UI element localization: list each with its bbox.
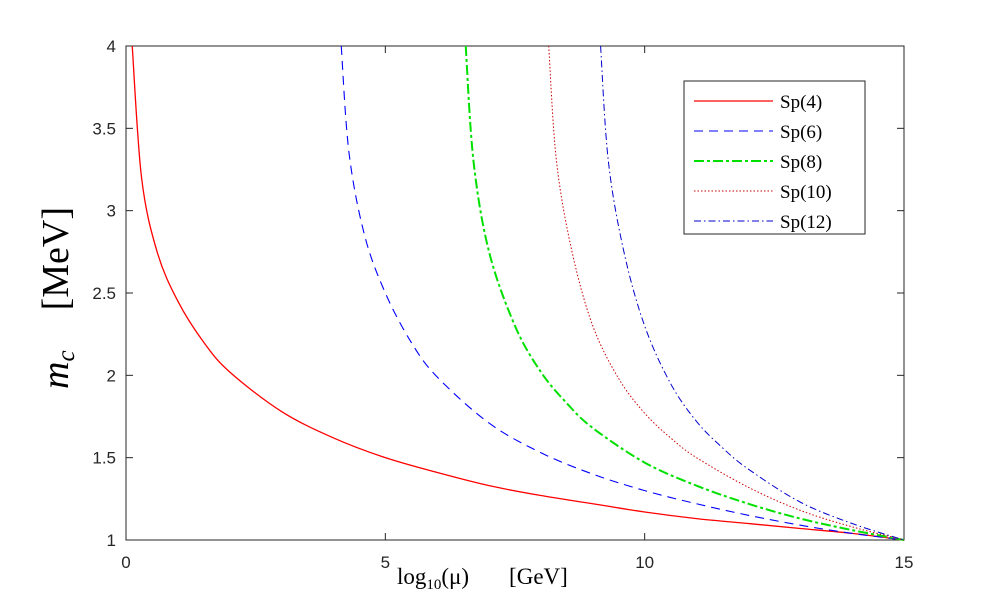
x-label-unit: [GeV] bbox=[509, 564, 568, 589]
y-tick-label: 3.5 bbox=[92, 119, 116, 138]
y-tick-label: 3 bbox=[107, 202, 116, 221]
y-tick-label: 4 bbox=[107, 37, 116, 56]
x-tick-label: 5 bbox=[381, 553, 390, 572]
y-tick-label: 2.5 bbox=[92, 284, 116, 303]
series-line-Sp(4) bbox=[131, 45, 905, 541]
series-line-Sp(10) bbox=[548, 45, 905, 541]
y-label-unit: [MeV] bbox=[35, 207, 77, 310]
series-line-Sp(6) bbox=[340, 45, 905, 541]
svg-text:mc[MeV]: mc [MeV] bbox=[35, 207, 80, 389]
legend-label: Sp(6) bbox=[780, 122, 822, 143]
legend-label: Sp(8) bbox=[780, 152, 822, 173]
series-line-Sp(8) bbox=[464, 45, 905, 541]
x-label-main: log bbox=[397, 564, 427, 589]
y-axis-label: mc [MeV] bbox=[35, 207, 80, 389]
legend: Sp(4) Sp(6) Sp(8) Sp(10) Sp(12) bbox=[683, 80, 866, 235]
y-tick-label: 1 bbox=[107, 531, 116, 550]
legend-label: Sp(4) bbox=[780, 92, 822, 113]
svg-text:log10(μ)[GeV]: log10(μ) [GeV] bbox=[397, 564, 568, 593]
x-label-arg: (μ) bbox=[441, 564, 469, 589]
y-label-var: m bbox=[35, 362, 77, 389]
series-line-Sp(12) bbox=[600, 45, 905, 541]
x-tick-label: 10 bbox=[635, 553, 654, 572]
x-tick-label: 0 bbox=[121, 553, 130, 572]
y-label-sub: c bbox=[53, 350, 80, 361]
x-label-sub: 10 bbox=[426, 577, 441, 593]
y-tick-label: 1.5 bbox=[92, 449, 116, 468]
x-axis-label: log10(μ) [GeV] bbox=[397, 564, 568, 593]
x-tick-label: 15 bbox=[895, 553, 914, 572]
series-group bbox=[131, 45, 905, 541]
legend-label: Sp(12) bbox=[780, 212, 832, 233]
y-tick-label: 2 bbox=[107, 366, 116, 385]
legend-label: Sp(10) bbox=[780, 182, 832, 203]
legend-box bbox=[683, 80, 866, 235]
